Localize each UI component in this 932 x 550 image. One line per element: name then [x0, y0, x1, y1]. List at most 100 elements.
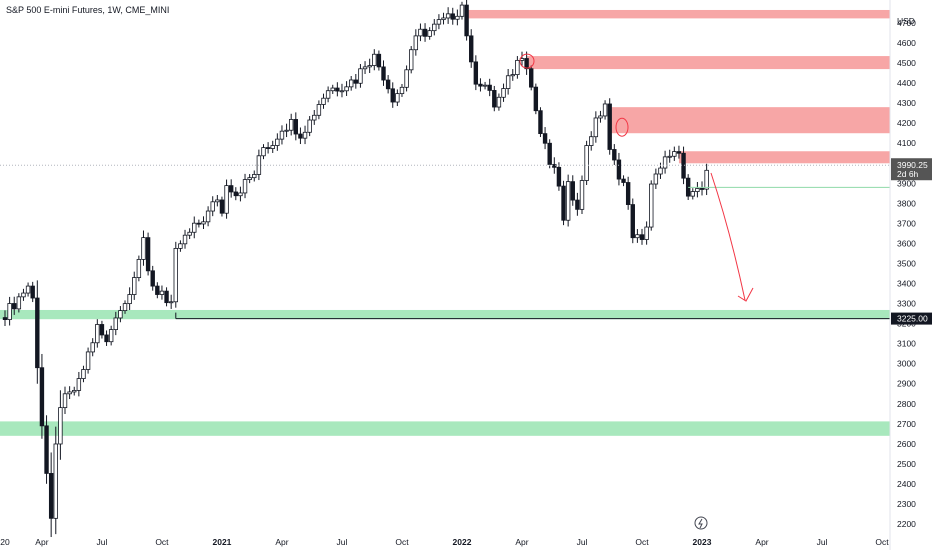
candle[interactable] [589, 131, 594, 151]
candle[interactable] [672, 146, 677, 161]
candle[interactable] [358, 64, 363, 88]
candle[interactable] [662, 150, 668, 174]
candle[interactable] [676, 145, 682, 159]
candle[interactable] [155, 282, 160, 299]
candle[interactable] [242, 173, 248, 199]
candle[interactable] [695, 182, 700, 198]
candle[interactable] [233, 187, 238, 201]
candle[interactable] [145, 232, 151, 276]
candle[interactable] [265, 142, 271, 154]
candle[interactable] [704, 163, 709, 196]
candle[interactable] [418, 23, 423, 42]
candle[interactable] [187, 228, 192, 240]
candle[interactable] [39, 353, 45, 439]
candle[interactable] [293, 112, 299, 141]
candle[interactable] [339, 83, 345, 98]
candle[interactable] [168, 294, 174, 309]
candle[interactable] [556, 162, 562, 191]
candle[interactable] [44, 415, 49, 484]
candle[interactable] [90, 338, 95, 357]
candle[interactable] [436, 14, 442, 30]
candle[interactable] [192, 216, 197, 239]
candle[interactable] [570, 175, 575, 206]
candle[interactable] [113, 311, 118, 336]
candle[interactable] [529, 65, 534, 91]
candle[interactable] [104, 330, 109, 346]
candle[interactable] [625, 176, 631, 210]
candle[interactable] [132, 271, 137, 300]
candle[interactable] [404, 65, 409, 92]
candle[interactable] [164, 287, 169, 307]
candle[interactable] [459, 1, 465, 20]
projection-arrow-line[interactable] [710, 172, 746, 301]
candle[interactable] [108, 325, 114, 346]
candle[interactable] [445, 7, 451, 24]
resistance-zone[interactable] [466, 9, 890, 19]
lightning-icon[interactable] [694, 516, 708, 530]
candle[interactable] [473, 55, 479, 91]
candle[interactable] [505, 68, 511, 95]
candle[interactable] [312, 110, 317, 125]
candle[interactable] [579, 175, 585, 215]
candle[interactable] [699, 181, 705, 196]
candle[interactable] [99, 320, 105, 339]
candle[interactable] [298, 127, 303, 145]
candle[interactable] [602, 100, 608, 120]
candle[interactable] [72, 386, 77, 396]
candle[interactable] [2, 310, 8, 327]
candle[interactable] [173, 241, 178, 308]
candle[interactable] [409, 46, 414, 74]
candle[interactable] [330, 84, 335, 94]
candle[interactable] [238, 186, 243, 202]
candle[interactable] [492, 85, 497, 112]
candle[interactable] [376, 50, 382, 71]
candle[interactable] [621, 175, 626, 187]
candle[interactable] [288, 113, 294, 136]
candle[interactable] [501, 83, 506, 102]
candle[interactable] [95, 319, 100, 348]
candle[interactable] [325, 86, 331, 103]
candle[interactable] [228, 179, 234, 198]
candle[interactable] [653, 168, 659, 189]
candle[interactable] [353, 73, 359, 89]
candle[interactable] [524, 51, 529, 75]
candle[interactable] [362, 61, 368, 75]
level-price-tag[interactable] [891, 312, 932, 325]
candle[interactable] [205, 206, 211, 227]
candle[interactable] [35, 280, 40, 384]
candle[interactable] [649, 180, 654, 231]
candle[interactable] [122, 300, 128, 314]
circle-annotation[interactable] [615, 117, 629, 137]
candle[interactable] [547, 139, 552, 169]
candle[interactable] [58, 390, 63, 460]
candle[interactable] [464, 0, 469, 41]
support-zone[interactable] [0, 421, 890, 436]
candle[interactable] [441, 12, 446, 25]
candle[interactable] [182, 229, 188, 249]
candle[interactable] [432, 19, 437, 36]
candle[interactable] [561, 180, 566, 226]
candle[interactable] [487, 78, 492, 97]
candle[interactable] [261, 144, 266, 160]
candle[interactable] [348, 76, 354, 91]
candle[interactable] [16, 293, 22, 313]
resistance-zone[interactable] [609, 107, 890, 134]
support-zone[interactable] [0, 309, 890, 320]
candle[interactable] [201, 216, 206, 229]
candle[interactable] [252, 170, 257, 182]
candle[interactable] [12, 296, 17, 315]
candle[interactable] [48, 452, 54, 538]
candle[interactable] [690, 188, 695, 200]
last-price-tag[interactable] [891, 158, 932, 181]
candle[interactable] [81, 365, 86, 383]
candle[interactable] [372, 49, 377, 71]
candle[interactable] [307, 116, 312, 137]
candle[interactable] [635, 229, 640, 243]
candle[interactable] [413, 29, 419, 56]
candle[interactable] [210, 196, 215, 217]
candle[interactable] [616, 152, 622, 186]
candle[interactable] [62, 386, 68, 415]
candle[interactable] [127, 287, 132, 311]
candle[interactable] [316, 100, 322, 120]
